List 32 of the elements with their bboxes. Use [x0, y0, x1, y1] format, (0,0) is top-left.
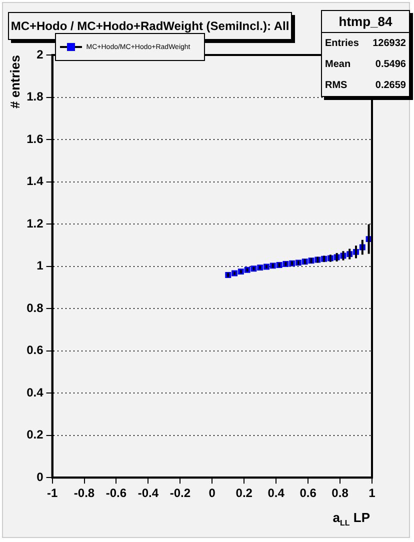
y-tick-label: 0.4	[26, 385, 44, 400]
annotation: RMS	[325, 80, 348, 91]
text: 0.2659	[375, 80, 406, 91]
y-tick-label: 1	[36, 258, 44, 273]
x-tick-label: 0.4	[268, 486, 285, 500]
y-tick-label: 0.2	[26, 428, 44, 442]
text: 126932	[372, 38, 406, 49]
chart-title: MC+Hodo / MC+Hodo+RadWeight (SemiIncl.): All	[8, 12, 292, 40]
y-tick-label: 0.6	[26, 343, 44, 358]
x-tick-label: -0.8	[74, 486, 95, 500]
x-tick-label: -1	[46, 486, 58, 500]
annotation: Mean	[325, 59, 351, 70]
y-tick-label: 1.6	[26, 132, 44, 146]
y-tick-label: 1.8	[26, 90, 44, 104]
x-tick-label: -0.6	[106, 486, 127, 500]
x-tick-label: 1	[368, 486, 376, 500]
x-tick-label: 0.2	[236, 486, 253, 500]
y-tick-label: 1.2	[26, 216, 44, 230]
text: 0.5496	[375, 59, 406, 70]
x-tick-label: -0.4	[138, 486, 159, 500]
x-axis-title: a$_{LL}$ LP	[332, 510, 370, 528]
y-tick-label: 1.4	[26, 174, 44, 188]
y-tick-label: 0	[36, 470, 44, 484]
x-tick-label: 0	[208, 486, 216, 500]
x-tick-label: -0.2	[170, 486, 191, 500]
y-tick-label: 2	[36, 47, 44, 62]
x-tick-label: 0.8	[332, 486, 349, 500]
y-axis-title: # entries	[7, 55, 22, 108]
text: Entries	[325, 38, 359, 49]
text: htmp_84	[322, 11, 409, 33]
x-tick-label: 0.6	[300, 486, 317, 500]
y-tick-label: 0.8	[26, 300, 44, 315]
